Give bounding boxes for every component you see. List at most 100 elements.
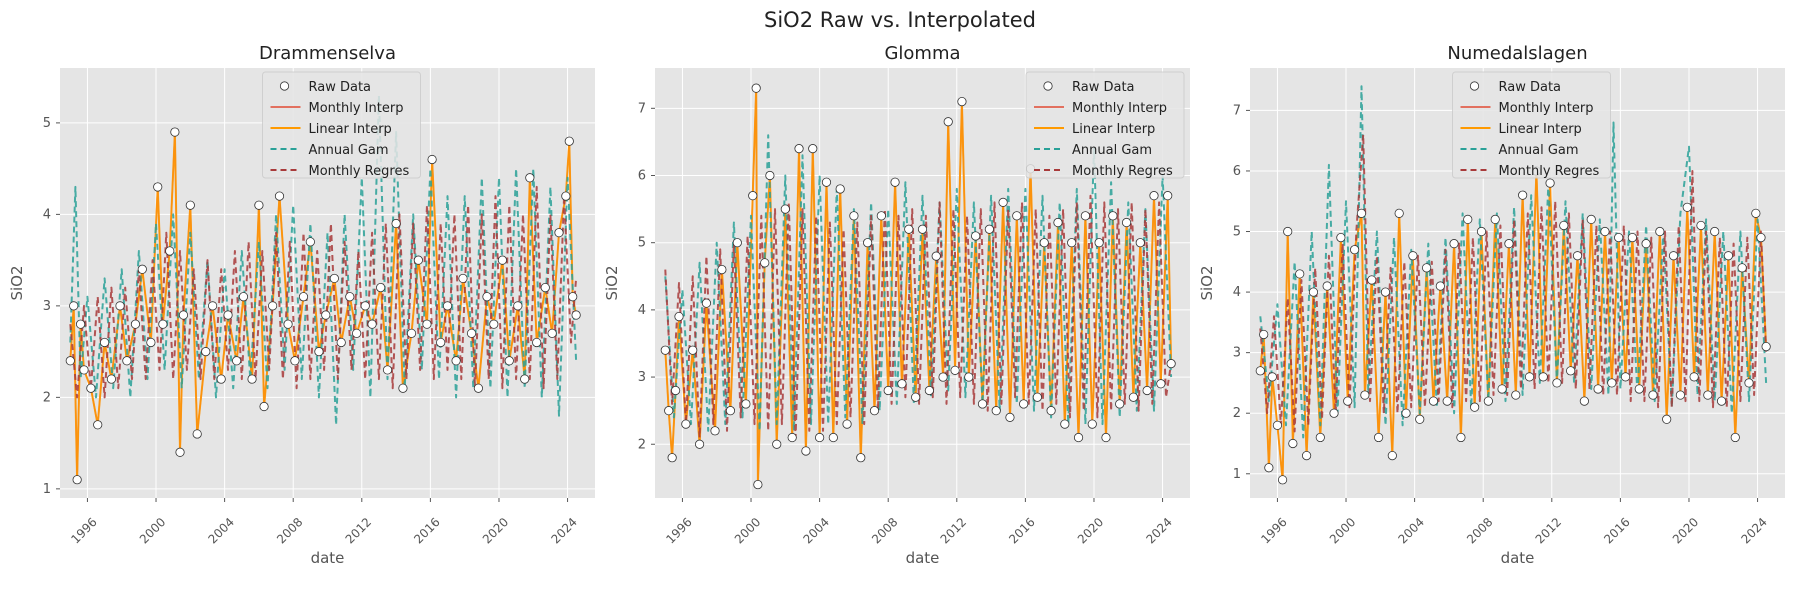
- raw-data-point: [1648, 390, 1658, 400]
- raw-data-point: [1627, 232, 1637, 243]
- raw-data-point: [828, 432, 838, 443]
- x-tick-label: 2016: [1006, 515, 1037, 546]
- raw-data-point: [1723, 251, 1734, 261]
- raw-data-point: [376, 282, 386, 293]
- raw-data-point: [540, 282, 550, 293]
- raw-data-point: [1422, 263, 1432, 273]
- raw-data-point: [1572, 251, 1583, 261]
- raw-data-point: [950, 365, 960, 375]
- y-tick-label: 6: [638, 169, 646, 184]
- raw-data-point: [917, 224, 928, 234]
- raw-data-point: [1696, 220, 1706, 231]
- x-tick-label: 2000: [732, 515, 763, 546]
- panel-title: Numedalslagen: [1447, 43, 1587, 64]
- legend-label: Monthly Interp: [1072, 101, 1167, 116]
- y-tick-label: 1: [43, 482, 51, 497]
- x-axis-label: date: [311, 549, 345, 567]
- raw-data-point: [660, 345, 670, 355]
- raw-data-point: [1367, 275, 1377, 285]
- raw-data-point: [1343, 396, 1353, 406]
- raw-data-point: [436, 337, 446, 348]
- raw-data-point: [1744, 378, 1754, 388]
- raw-data-point: [984, 224, 994, 234]
- raw-data-point: [79, 365, 89, 375]
- raw-data-point: [254, 200, 264, 210]
- raw-data-point: [1142, 385, 1152, 396]
- raw-data-point: [1662, 414, 1672, 424]
- raw-data-point: [856, 453, 866, 463]
- raw-data-point: [1655, 226, 1665, 237]
- raw-data-point: [883, 385, 893, 396]
- raw-data-point: [1716, 396, 1727, 406]
- raw-data-point: [1476, 226, 1487, 237]
- legend-label: Annual Gam: [1499, 143, 1579, 158]
- raw-data-point: [391, 218, 401, 229]
- legend: Raw Data Monthly Interp Linear Interp Annua…: [1452, 71, 1611, 179]
- raw-data-point: [1614, 232, 1624, 243]
- raw-data-point: [991, 406, 1001, 416]
- raw-data-point: [561, 191, 571, 201]
- raw-data-point: [911, 392, 921, 402]
- y-tick-label: 3: [638, 370, 646, 385]
- raw-data-point: [1283, 226, 1293, 237]
- raw-data-point: [422, 319, 432, 329]
- raw-data-point: [290, 356, 300, 366]
- raw-data-point: [842, 419, 852, 429]
- raw-data-point: [760, 258, 770, 268]
- raw-data-point: [670, 385, 681, 396]
- raw-data-point: [1094, 238, 1104, 248]
- x-tick-label: 2004: [205, 515, 236, 546]
- raw-data-point: [1737, 263, 1747, 273]
- raw-data-point: [1272, 420, 1283, 430]
- legend-marker-raw-data: [1043, 81, 1053, 91]
- raw-data-point: [568, 292, 578, 302]
- raw-data-point: [1087, 419, 1097, 429]
- raw-data-point: [283, 319, 293, 329]
- raw-data-point: [238, 292, 249, 302]
- raw-data-point: [329, 273, 339, 284]
- raw-data-point: [274, 191, 285, 201]
- raw-data-point: [835, 184, 845, 194]
- raw-data-point: [924, 385, 934, 396]
- raw-data-point: [1315, 432, 1325, 443]
- raw-data-point: [360, 301, 370, 311]
- raw-data-point: [1163, 191, 1173, 201]
- raw-data-point: [1566, 366, 1576, 376]
- legend-box: [1025, 71, 1185, 179]
- panels: 1996 2000 2004 2008 2012 2016 2020 2024 1 2 3 4 5 Dra…: [8, 43, 1785, 567]
- x-tick-label: 2000: [1327, 515, 1358, 546]
- raw-data-point: [688, 345, 698, 355]
- raw-data-point: [876, 211, 886, 221]
- raw-data-point: [1101, 432, 1111, 443]
- raw-data-point: [547, 328, 557, 338]
- raw-data-point: [1470, 402, 1480, 412]
- raw-data-point: [1301, 451, 1312, 461]
- raw-data-point: [748, 191, 758, 201]
- data-layer: [660, 83, 1176, 490]
- raw-data-point: [1267, 372, 1277, 382]
- raw-data-point: [72, 475, 82, 485]
- y-tick-label: 5: [638, 236, 646, 251]
- raw-data-point: [821, 177, 832, 187]
- raw-data-point: [664, 406, 674, 416]
- raw-data-point: [964, 372, 974, 382]
- legend-label: Annual Gam: [1072, 143, 1152, 158]
- legend-label: Annual Gam: [309, 143, 389, 158]
- raw-data-point: [1108, 211, 1118, 221]
- figure-title: SiO2 Raw vs. Interpolated: [764, 8, 1036, 32]
- raw-data-point: [247, 374, 257, 384]
- x-tick-label: 2004: [1395, 515, 1426, 546]
- raw-data-point: [1490, 214, 1500, 225]
- raw-data-point: [998, 197, 1008, 207]
- raw-data-point: [442, 301, 453, 311]
- raw-data-point: [352, 328, 362, 338]
- raw-data-point: [1322, 281, 1332, 291]
- raw-data-point: [259, 401, 269, 412]
- raw-data-point: [520, 374, 530, 384]
- raw-data-point: [86, 383, 96, 393]
- y-axis-label: SiO2: [1198, 265, 1216, 300]
- raw-data-point: [1668, 251, 1679, 261]
- raw-data-point: [175, 447, 185, 457]
- raw-data-point: [1524, 372, 1535, 382]
- series-line-annual-gam: [664, 134, 1173, 432]
